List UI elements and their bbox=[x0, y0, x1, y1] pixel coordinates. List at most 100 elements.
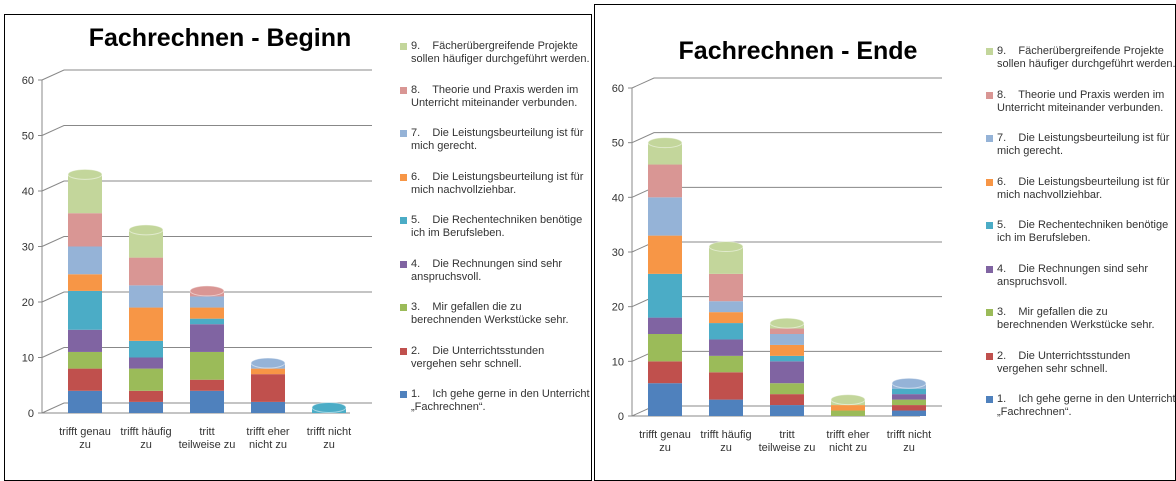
x-tick-label: trifft genau zu bbox=[639, 429, 691, 454]
grid-line bbox=[41, 291, 372, 303]
bar-segment bbox=[648, 317, 682, 334]
legend-swatch bbox=[400, 347, 407, 355]
bar-segment bbox=[648, 142, 682, 165]
bar-segment bbox=[770, 405, 804, 416]
bar-segment bbox=[68, 246, 102, 275]
legend-label: 5. Die Rechentechniken benötige ich im B… bbox=[411, 214, 586, 239]
legend-label: 1. Ich gehe gerne in den Unterricht „Fac… bbox=[411, 388, 593, 413]
bar-segment bbox=[648, 164, 682, 198]
bar-segment bbox=[68, 274, 102, 291]
grid-line bbox=[41, 347, 372, 358]
bar-segment bbox=[68, 290, 102, 330]
bar-segment bbox=[892, 399, 926, 406]
legend-swatch bbox=[986, 135, 993, 142]
bar-segment bbox=[831, 405, 865, 411]
bar-segment bbox=[770, 383, 804, 395]
bar-top bbox=[250, 357, 286, 369]
legend-label: 8. Theorie und Praxis werden im Unterric… bbox=[411, 83, 582, 109]
y-tick-label: 50 bbox=[22, 131, 34, 143]
bar-segment bbox=[770, 394, 804, 406]
legend-label: 7. Die Leistungsbeurteilung ist für mich… bbox=[997, 132, 1173, 157]
legend-label: 9. Fächerübergreifende Projekte sollen h… bbox=[411, 40, 590, 65]
bar-top bbox=[189, 285, 225, 297]
bar-segment bbox=[190, 296, 224, 308]
legend-swatch bbox=[986, 396, 993, 403]
legend-label: 6. Die Leistungsbeurteilung ist für mich… bbox=[997, 175, 1173, 201]
legend-swatch bbox=[986, 309, 993, 316]
legend-swatch bbox=[986, 265, 993, 273]
x-tick-label: trifft nicht zu bbox=[306, 426, 352, 451]
chart-title: Fachrechnen - Beginn bbox=[88, 24, 352, 52]
bar-segment bbox=[129, 357, 163, 369]
legend-swatch bbox=[400, 304, 407, 311]
bar-segment bbox=[251, 374, 285, 402]
y-tick-label: 30 bbox=[22, 242, 34, 254]
y-tick-label: 60 bbox=[22, 75, 34, 87]
x-tick-label: trifft eher nicht zu bbox=[246, 426, 290, 451]
bar-segment bbox=[129, 285, 163, 308]
bar-segment bbox=[190, 351, 224, 380]
y-tick-label: 20 bbox=[22, 297, 34, 309]
grid-line bbox=[41, 125, 372, 136]
legend-label: 2. Die Unterrichtsstunden vergehen sehr … bbox=[411, 344, 548, 370]
bar-top bbox=[830, 394, 866, 406]
bar-segment bbox=[831, 410, 865, 416]
bar-segment bbox=[648, 334, 682, 362]
bar-segment bbox=[68, 368, 102, 391]
bar-segment bbox=[251, 401, 285, 413]
bar-segment bbox=[709, 312, 743, 324]
bar-segment bbox=[709, 339, 743, 356]
legend-swatch bbox=[986, 91, 993, 99]
grid-line bbox=[631, 77, 942, 89]
y-tick-label: 40 bbox=[22, 186, 34, 198]
legend-swatch bbox=[986, 48, 993, 55]
legend-swatch bbox=[986, 352, 993, 360]
y-tick-label: 10 bbox=[612, 356, 624, 368]
legend-swatch bbox=[400, 173, 407, 181]
bar-segment bbox=[68, 213, 102, 247]
legend-swatch bbox=[400, 43, 407, 50]
bar-top bbox=[891, 377, 927, 389]
bar-segment bbox=[770, 361, 804, 384]
y-tick-label: 60 bbox=[612, 83, 624, 95]
bar-segment bbox=[770, 334, 804, 345]
grid-line bbox=[631, 132, 942, 144]
bar-segment bbox=[190, 324, 224, 352]
bar-segment bbox=[648, 383, 682, 416]
legend-label: 2. Die Unterrichtsstunden vergehen sehr … bbox=[997, 349, 1134, 375]
legend-label: 8. Theorie und Praxis werden im Unterric… bbox=[997, 88, 1168, 114]
bar-segment bbox=[68, 174, 102, 214]
bar-segment bbox=[770, 328, 804, 334]
legend-swatch bbox=[400, 130, 407, 137]
bar-segment bbox=[770, 344, 804, 356]
bar-segment bbox=[709, 323, 743, 340]
y-tick-label: 30 bbox=[612, 247, 624, 259]
legend-label: 9. Fächerübergreifende Projekte sollen h… bbox=[997, 45, 1176, 70]
legend-swatch bbox=[400, 391, 407, 398]
grid-line bbox=[41, 180, 372, 192]
legend-label: 3. Mir gefallen die zu berechnenden Werk… bbox=[411, 301, 569, 326]
bar-segment bbox=[648, 197, 682, 236]
bar-segment bbox=[709, 372, 743, 400]
legend-label: 1. Ich gehe gerne in den Unterricht „Fac… bbox=[997, 393, 1176, 418]
bar-segment bbox=[709, 355, 743, 373]
bar-segment bbox=[129, 401, 163, 413]
legend-swatch bbox=[986, 222, 993, 229]
legend-swatch bbox=[400, 217, 407, 224]
bar-segment bbox=[709, 301, 743, 313]
bar-segment bbox=[892, 405, 926, 411]
bar-segment bbox=[68, 390, 102, 413]
bar-segment bbox=[648, 273, 682, 318]
y-tick-label: 0 bbox=[618, 411, 624, 423]
x-tick-label: trifft häufig zu bbox=[120, 426, 172, 451]
bar-segment bbox=[129, 257, 163, 286]
y-tick-label: 20 bbox=[612, 302, 624, 314]
bar-segment bbox=[251, 368, 285, 375]
x-tick-label: trifft häufig zu bbox=[700, 429, 752, 454]
x-tick-label: trifft genau zu bbox=[59, 426, 111, 451]
x-tick-label: tritt teilweise zu bbox=[758, 429, 816, 454]
legend-label: 3. Mir gefallen die zu berechnenden Werk… bbox=[997, 306, 1155, 331]
bar-segment bbox=[129, 390, 163, 402]
